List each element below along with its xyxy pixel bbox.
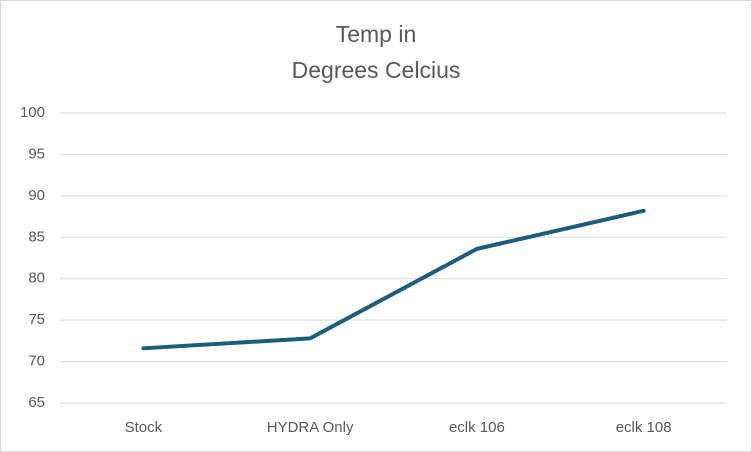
x-tick-label: eclk 106 bbox=[449, 419, 505, 436]
y-tick-label: 70 bbox=[28, 353, 45, 370]
y-tick-label: 75 bbox=[28, 311, 45, 328]
chart-title: Temp in bbox=[336, 21, 417, 47]
x-tick-label: HYDRA Only bbox=[267, 419, 354, 436]
data-line bbox=[141, 208, 646, 351]
x-tick-label: Stock bbox=[125, 419, 163, 436]
y-tick-label: 65 bbox=[28, 394, 45, 411]
y-tick-label: 95 bbox=[28, 145, 45, 162]
y-tick-label: 90 bbox=[28, 187, 45, 204]
y-tick-label: 100 bbox=[20, 104, 45, 121]
y-tick-label: 80 bbox=[28, 270, 45, 287]
x-tick-label: eclk 108 bbox=[616, 419, 672, 436]
chart-title: Degrees Celcius bbox=[292, 57, 461, 83]
y-tick-label: 85 bbox=[28, 228, 45, 245]
